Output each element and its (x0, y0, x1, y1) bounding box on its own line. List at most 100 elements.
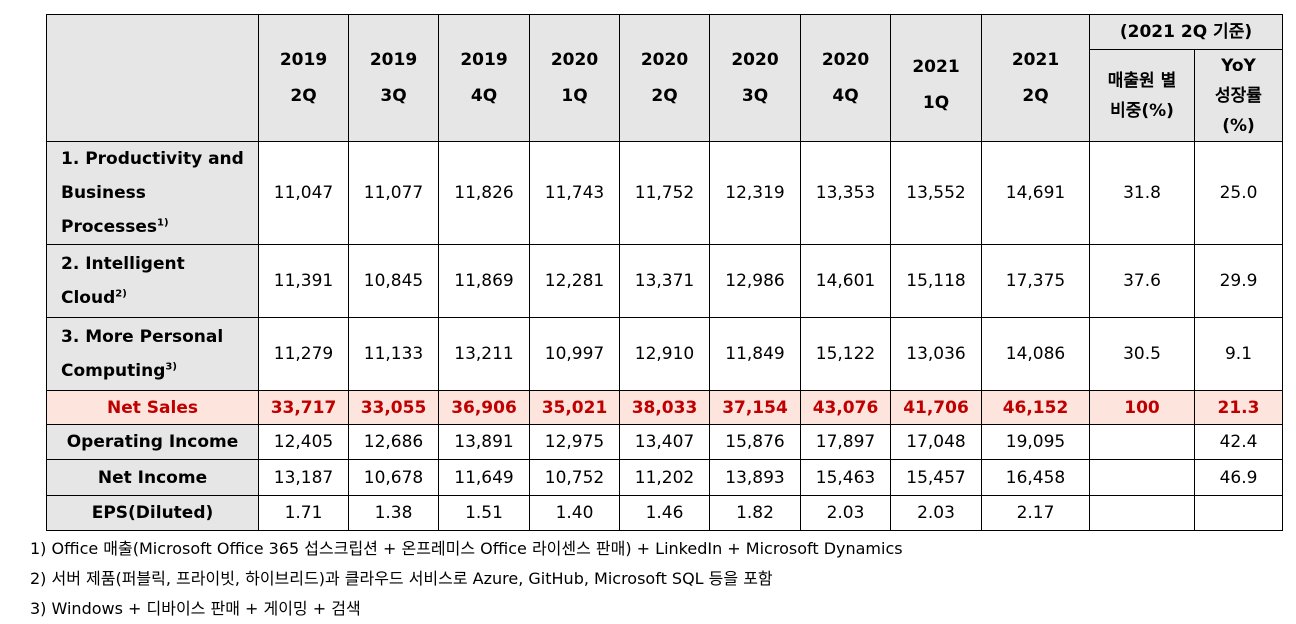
value-cell: 13,371 (619, 244, 710, 318)
net-sales-row: Net Sales 33,717 33,055 36,906 35,021 38,033 3… (46, 390, 1283, 425)
value-cell: 10,678 (348, 459, 439, 496)
share-header: 매출원 별 비중(%) (1089, 49, 1195, 142)
value-cell: 12,281 (529, 244, 620, 318)
value-cell: 11,849 (709, 317, 801, 391)
yoy-cell: 42.4 (1194, 424, 1283, 460)
yoy-cell: 25.0 (1194, 141, 1283, 245)
value-cell: 10,752 (529, 459, 620, 496)
value-cell: 17,897 (800, 424, 891, 460)
value-cell: 19,095 (981, 424, 1090, 460)
footnote: 3) Windows + 디바이스 판매 + 게이밍 + 검색 (30, 599, 361, 618)
value-cell: 15,118 (890, 244, 982, 318)
value-cell: 13,552 (890, 141, 982, 245)
value-cell: 13,036 (890, 317, 982, 391)
segment-label: 3. More Personal Computing3) (46, 317, 259, 391)
share-cell: 31.8 (1089, 141, 1195, 245)
value-cell: 12,910 (619, 317, 710, 391)
value-cell: 15,122 (800, 317, 891, 391)
summary-row: Operating Income 12,405 12,686 13,891 12,975… (46, 424, 1283, 460)
value-cell: 13,893 (709, 459, 801, 496)
value-cell: 15,876 (709, 424, 801, 460)
value-cell: 11,047 (258, 141, 349, 245)
value-cell: 1.38 (348, 495, 439, 531)
value-cell: 1.51 (438, 495, 530, 531)
value-cell: 12,975 (529, 424, 620, 460)
segment-label-line: Computing (61, 361, 166, 381)
value-cell: 12,405 (258, 424, 349, 460)
value-cell: 17,048 (890, 424, 982, 460)
value-cell: 36,906 (438, 390, 530, 425)
value-cell: 2.03 (800, 495, 891, 531)
value-cell: 11,826 (438, 141, 530, 245)
value-cell: 11,391 (258, 244, 349, 318)
value-cell: 12,986 (709, 244, 801, 318)
footnote-marker: 3) (165, 361, 177, 373)
value-cell: 17,375 (981, 244, 1090, 318)
segment-row: 2. Intelligent Cloud2) 11,391 10,845 11,869 1… (46, 244, 1283, 318)
segment-row: 1. Productivity and Business Processes1) 11… (46, 141, 1283, 245)
value-cell: 13,353 (800, 141, 891, 245)
value-cell: 11,279 (258, 317, 349, 391)
value-cell: 33,717 (258, 390, 349, 425)
value-cell: 1.40 (529, 495, 620, 531)
value-cell: 1.82 (709, 495, 801, 531)
period-header: 2019 2Q (258, 14, 349, 142)
header-row-1: 2019 2Q 2019 3Q 2019 4Q 2020 1Q 2020 2Q 2020 3… (46, 14, 1283, 142)
footnote-marker: 1) (157, 217, 169, 229)
yoy-cell: 9.1 (1194, 317, 1283, 391)
row-label: Net Income (46, 459, 259, 496)
period-header: 2020 4Q (800, 14, 891, 142)
value-cell: 14,086 (981, 317, 1090, 391)
segment-label-line: Cloud (61, 288, 116, 308)
summary-row: Net Income 13,187 10,678 11,649 10,752 11,202… (46, 459, 1283, 496)
period-header: 2019 3Q (348, 14, 439, 142)
value-cell: 14,601 (800, 244, 891, 318)
value-cell: 14,691 (981, 141, 1090, 245)
footnote: 2) 서버 제품(퍼블릭, 프라이빗, 하이브리드)과 클라우드 서비스로 Az… (30, 569, 773, 588)
value-cell: 38,033 (619, 390, 710, 425)
share-cell: 100 (1089, 390, 1195, 425)
value-cell: 10,997 (529, 317, 620, 391)
row-label: EPS(Diluted) (46, 495, 259, 531)
value-cell: 2.03 (890, 495, 982, 531)
financial-table: 2019 2Q 2019 3Q 2019 4Q 2020 1Q 2020 2Q 2020 3… (46, 14, 1283, 531)
value-cell: 1.46 (619, 495, 710, 531)
value-cell: 43,076 (800, 390, 891, 425)
corner-header-cell (46, 14, 259, 142)
share-cell (1089, 459, 1195, 496)
value-cell: 11,649 (438, 459, 530, 496)
value-cell: 13,211 (438, 317, 530, 391)
value-cell: 13,187 (258, 459, 349, 496)
value-cell: 41,706 (890, 390, 982, 425)
segment-label-line: Processes (61, 217, 158, 237)
period-header: 2019 4Q (438, 14, 530, 142)
share-cell: 37.6 (1089, 244, 1195, 318)
period-header: 2020 3Q (709, 14, 801, 142)
value-cell: 37,154 (709, 390, 801, 425)
segment-label-line: Business (61, 183, 146, 203)
value-cell: 2.17 (981, 495, 1090, 531)
segment-label: 1. Productivity and Business Processes1) (46, 141, 259, 245)
value-cell: 11,743 (529, 141, 620, 245)
value-cell: 11,133 (348, 317, 439, 391)
period-header: 2020 1Q (529, 14, 620, 142)
value-cell: 15,457 (890, 459, 982, 496)
segment-label: 2. Intelligent Cloud2) (46, 244, 259, 318)
footnotes: 1) Office 매출(Microsoft Office 365 섭스크립션 … (30, 534, 903, 624)
row-label: Operating Income (46, 424, 259, 460)
value-cell: 12,686 (348, 424, 439, 460)
yoy-cell: 29.9 (1194, 244, 1283, 318)
segment-row: 3. More Personal Computing3) 11,279 11,133 1… (46, 317, 1283, 391)
row-label: Net Sales (46, 390, 259, 425)
value-cell: 13,891 (438, 424, 530, 460)
value-cell: 13,407 (619, 424, 710, 460)
value-cell: 12,319 (709, 141, 801, 245)
value-cell: 11,869 (438, 244, 530, 318)
share-cell: 30.5 (1089, 317, 1195, 391)
value-cell: 16,458 (981, 459, 1090, 496)
period-header: 2021 2Q (981, 14, 1090, 142)
segment-label-line: 3. More Personal (61, 327, 224, 347)
value-cell: 11,202 (619, 459, 710, 496)
segment-label-line: 1. Productivity and (61, 149, 244, 169)
summary-row: EPS(Diluted) 1.71 1.38 1.51 1.40 1.46 1.82 2.03… (46, 495, 1283, 531)
